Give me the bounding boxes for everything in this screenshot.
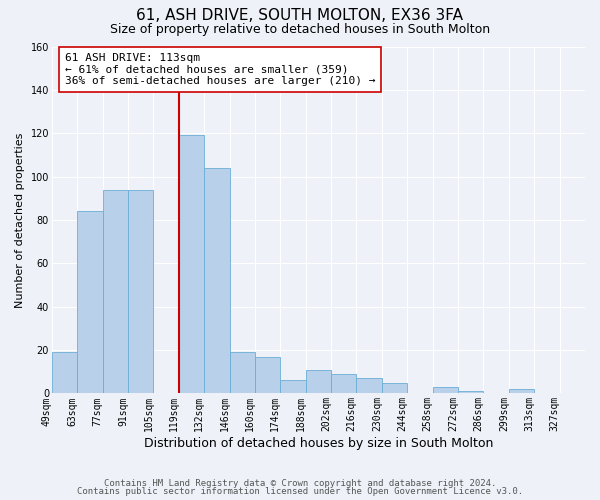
Bar bbox=[458, 391, 484, 394]
Text: 61, ASH DRIVE, SOUTH MOLTON, EX36 3FA: 61, ASH DRIVE, SOUTH MOLTON, EX36 3FA bbox=[137, 8, 464, 22]
X-axis label: Distribution of detached houses by size in South Molton: Distribution of detached houses by size … bbox=[144, 437, 493, 450]
Bar bbox=[509, 389, 534, 394]
Bar bbox=[382, 382, 407, 394]
Bar bbox=[255, 356, 280, 394]
Text: Contains HM Land Registry data © Crown copyright and database right 2024.: Contains HM Land Registry data © Crown c… bbox=[104, 478, 496, 488]
Bar bbox=[306, 370, 331, 394]
Bar bbox=[77, 212, 103, 394]
Bar bbox=[179, 136, 204, 394]
Bar bbox=[52, 352, 77, 394]
Bar bbox=[128, 190, 154, 394]
Text: Contains public sector information licensed under the Open Government Licence v3: Contains public sector information licen… bbox=[77, 487, 523, 496]
Bar bbox=[230, 352, 255, 394]
Bar bbox=[331, 374, 356, 394]
Bar bbox=[103, 190, 128, 394]
Text: Size of property relative to detached houses in South Molton: Size of property relative to detached ho… bbox=[110, 22, 490, 36]
Text: 61 ASH DRIVE: 113sqm
← 61% of detached houses are smaller (359)
36% of semi-deta: 61 ASH DRIVE: 113sqm ← 61% of detached h… bbox=[65, 53, 375, 86]
Bar bbox=[204, 168, 230, 394]
Bar bbox=[280, 380, 306, 394]
Y-axis label: Number of detached properties: Number of detached properties bbox=[15, 132, 25, 308]
Bar bbox=[433, 387, 458, 394]
Bar bbox=[356, 378, 382, 394]
